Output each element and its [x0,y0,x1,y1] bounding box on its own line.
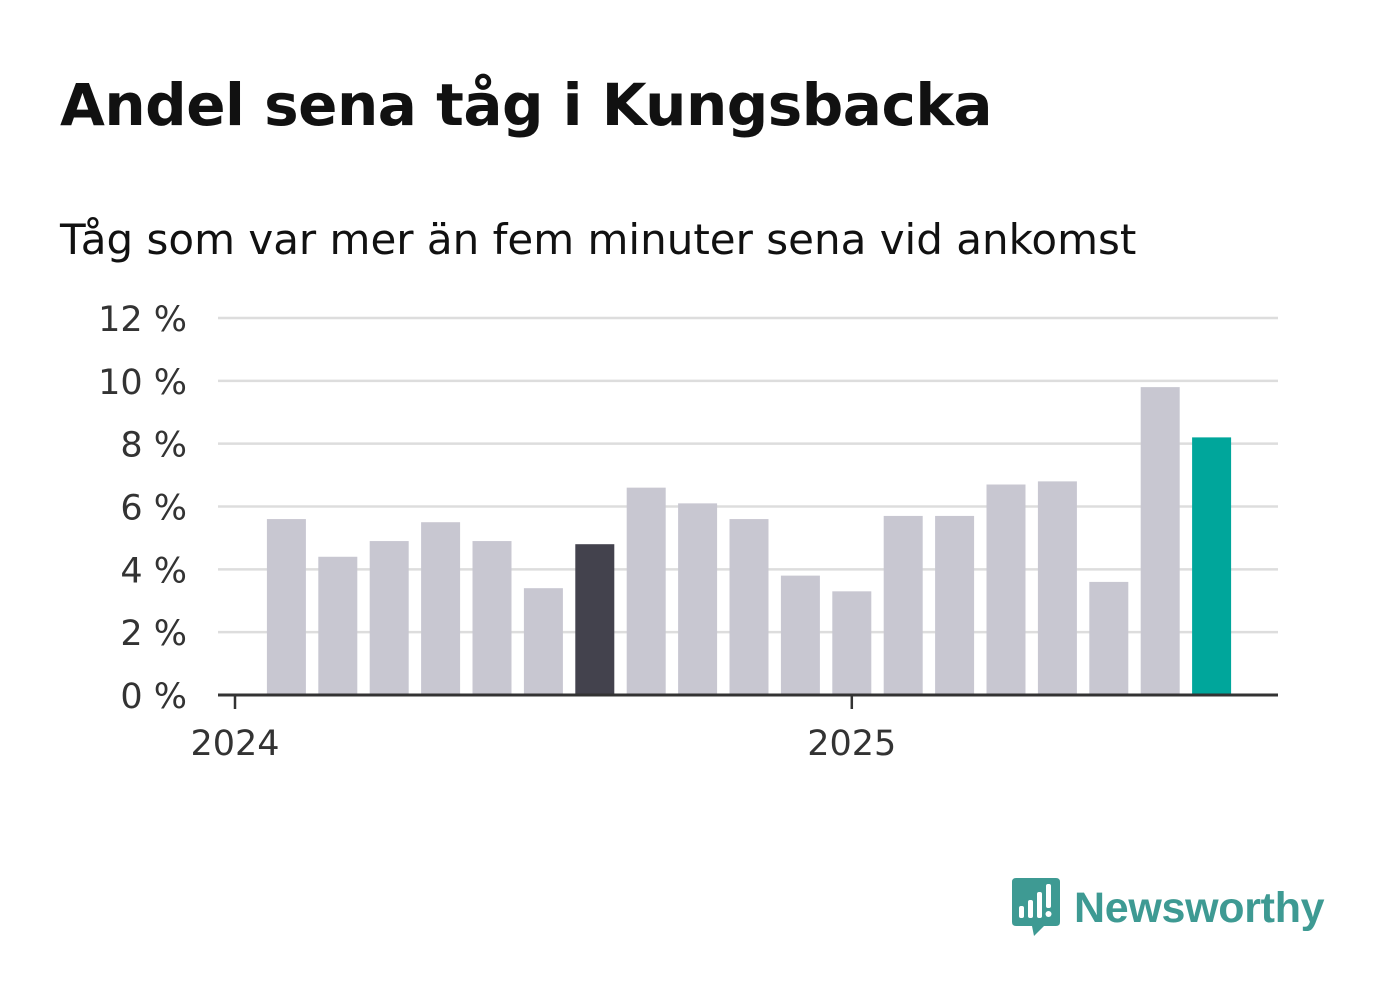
y-tick-label: 8 % [120,426,187,466]
bar-2024-03 [318,556,358,695]
x-axis-ticks: 2024 2025 [190,695,896,764]
bar-2025-03 [935,515,975,695]
bar-2024-05 [421,522,461,695]
bars [266,387,1232,695]
bar-2024-11 [729,519,769,695]
bar-2025-04 [986,484,1026,695]
x-tick-label: 2024 [190,724,279,764]
bar-2024-04 [369,541,409,695]
x-tick-label: 2025 [807,724,896,764]
chart-title: Andel sena tåg i Kungsbacka [60,71,993,139]
bar-2024-12 [780,575,820,695]
bar-2025-02 [883,515,923,695]
y-tick-label: 0 % [120,677,187,717]
brand-name: Newsworthy [1074,883,1325,932]
y-tick-label: 6 % [120,489,187,529]
bar-2024-09 [626,487,666,695]
newsworthy-logo-icon [1012,878,1060,936]
bar-2024-10 [678,503,718,695]
bar-chart: 0 % 2 % 4 % 6 % 8 % 10 % 12 % 2024 2025 [98,300,1278,764]
bar-2025-07 [1140,387,1180,695]
bar-2024-08 [575,544,615,695]
y-tick-label: 4 % [120,551,187,591]
newsworthy-logo[interactable]: Newsworthy [1010,878,1325,938]
bar-2025-05 [1037,481,1077,695]
bar-2024-02 [266,519,306,695]
bar-2025-01 [832,591,872,695]
chart-subtitle: Tåg som var mer än fem minuter sena vid … [60,215,1137,264]
y-tick-label: 10 % [98,363,187,403]
bar-2025-06 [1089,581,1129,695]
y-tick-label: 12 % [98,300,187,340]
bar-2024-06 [472,541,512,695]
y-tick-label: 2 % [120,614,187,654]
bar-2024-07 [523,588,563,695]
y-axis-ticks: 0 % 2 % 4 % 6 % 8 % 10 % 12 % [98,300,187,717]
bar-2025-08 [1192,437,1232,695]
